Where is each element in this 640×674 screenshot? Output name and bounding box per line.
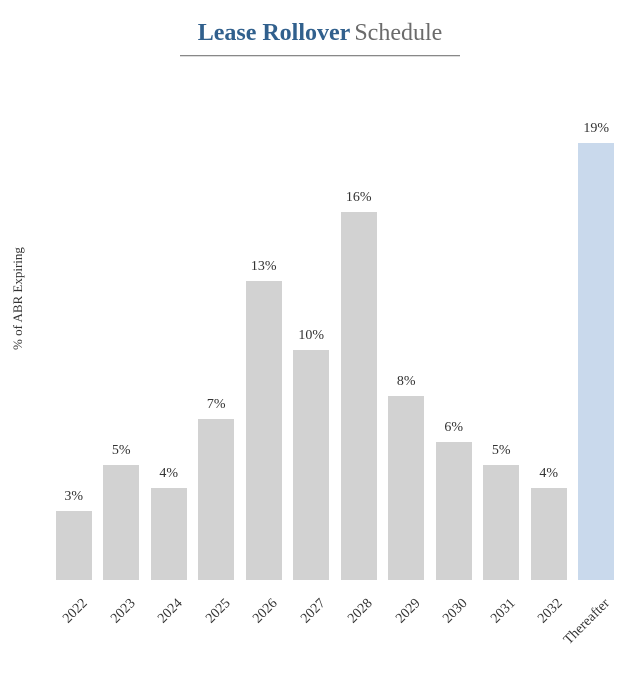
chart-title-part-a: Lease Rollover xyxy=(198,20,351,46)
x-tick-label: 2032 xyxy=(535,596,566,627)
bar-column: 5% xyxy=(479,443,524,580)
chart-plot-area: 3% 5% 4% 7% 13% 10% 16% 8% 6% 5% 4% 19% xyxy=(50,120,620,580)
x-tick: 2023 xyxy=(99,590,144,660)
bar xyxy=(436,442,472,580)
bar-value-label: 3% xyxy=(64,489,83,505)
bar-column: 16% xyxy=(336,190,381,580)
bar-column: 7% xyxy=(194,397,239,580)
bar-value-label: 16% xyxy=(346,190,372,206)
bar-column: 10% xyxy=(289,328,334,580)
x-tick: 2026 xyxy=(241,590,286,660)
bar-column: 4% xyxy=(526,466,571,580)
bar-value-label: 10% xyxy=(298,328,324,344)
x-tick-label: 2028 xyxy=(345,596,376,627)
bar-column: 5% xyxy=(99,443,144,580)
bar xyxy=(578,143,614,580)
x-tick-label: 2026 xyxy=(250,596,281,627)
x-tick-label: 2023 xyxy=(108,596,139,627)
bar xyxy=(103,465,139,580)
x-tick: 2028 xyxy=(336,590,381,660)
bar-column: 4% xyxy=(146,466,191,580)
bar-column: 6% xyxy=(431,420,476,580)
x-tick: 2025 xyxy=(194,590,239,660)
bar-value-label: 4% xyxy=(159,466,178,482)
bar-value-label: 13% xyxy=(251,259,277,275)
bar xyxy=(56,511,92,580)
chart-title-part-b: Schedule xyxy=(354,20,442,46)
x-tick: 2030 xyxy=(431,590,476,660)
bar-series: 3% 5% 4% 7% 13% 10% 16% 8% 6% 5% 4% 19% xyxy=(50,120,620,580)
title-underline xyxy=(180,55,460,57)
bar xyxy=(293,350,329,580)
bar xyxy=(388,396,424,580)
bar xyxy=(151,488,187,580)
x-tick-label: 2029 xyxy=(393,596,424,627)
x-axis: 2022 2023 2024 2025 2026 2027 2028 2029 2030 2031… xyxy=(50,590,620,660)
bar xyxy=(246,281,282,580)
x-tick: 2024 xyxy=(146,590,191,660)
bar-value-label: 19% xyxy=(583,121,609,137)
x-tick: 2027 xyxy=(289,590,334,660)
x-tick-label: 2022 xyxy=(60,596,91,627)
bar-column: 3% xyxy=(51,489,96,580)
x-tick: Thereafter xyxy=(574,590,619,660)
bar-value-label: 7% xyxy=(207,397,226,413)
chart-title: Lease Rollover Schedule xyxy=(0,0,640,57)
bar-column: 19% xyxy=(574,121,619,580)
y-axis-label: % of ABR Expiring xyxy=(10,247,26,350)
x-tick-label: 2027 xyxy=(298,596,329,627)
bar xyxy=(531,488,567,580)
bar-value-label: 5% xyxy=(112,443,131,459)
x-tick: 2032 xyxy=(526,590,571,660)
x-tick-label: 2030 xyxy=(440,596,471,627)
x-tick-label: 2031 xyxy=(488,596,519,627)
bar xyxy=(341,212,377,580)
bar-column: 13% xyxy=(241,259,286,580)
bar xyxy=(483,465,519,580)
x-tick-label: 2024 xyxy=(155,596,186,627)
bar-column: 8% xyxy=(384,374,429,580)
bar xyxy=(198,419,234,580)
bar-value-label: 5% xyxy=(492,443,511,459)
bar-value-label: 8% xyxy=(397,374,416,390)
x-tick: 2022 xyxy=(51,590,96,660)
bar-value-label: 6% xyxy=(444,420,463,436)
x-tick: 2029 xyxy=(384,590,429,660)
bar-value-label: 4% xyxy=(539,466,558,482)
x-tick: 2031 xyxy=(479,590,524,660)
x-tick-label: 2025 xyxy=(203,596,234,627)
